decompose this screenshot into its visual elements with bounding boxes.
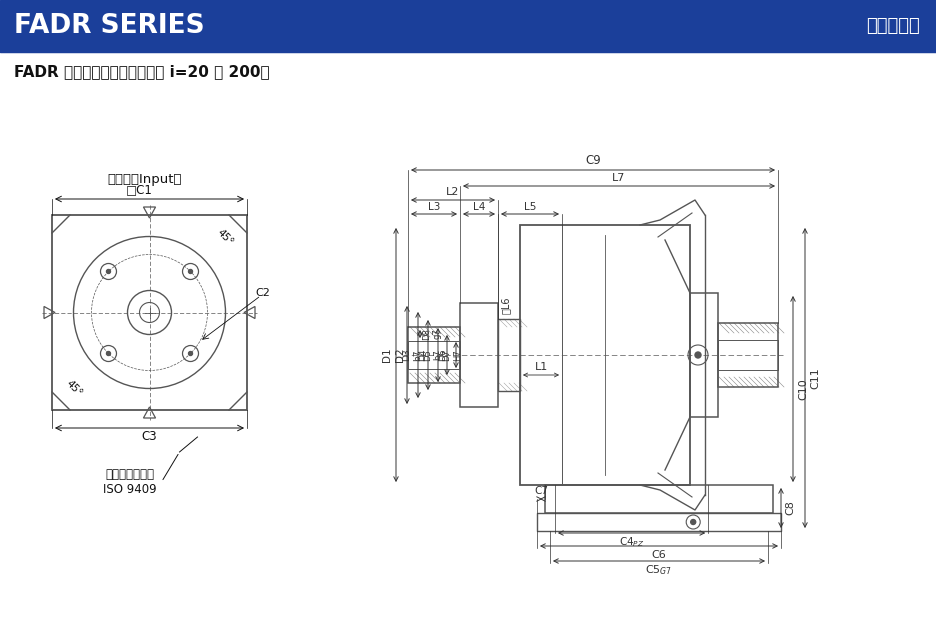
- Text: L7: L7: [612, 173, 625, 183]
- Bar: [408, 341, 460, 369]
- Text: L2: L2: [446, 187, 460, 197]
- Text: 深L6: 深L6: [501, 296, 511, 314]
- Text: L5: L5: [524, 202, 536, 212]
- Text: 45°: 45°: [215, 227, 235, 247]
- Text: □C1: □C1: [126, 183, 153, 196]
- Text: D8
g7: D8 g7: [422, 328, 442, 340]
- Circle shape: [107, 352, 110, 355]
- Bar: [0, 0, 936, 52]
- Text: L3: L3: [428, 202, 440, 212]
- Text: C2: C2: [255, 288, 270, 297]
- Text: C9: C9: [585, 154, 601, 167]
- Text: C11: C11: [810, 367, 820, 389]
- Bar: [718, 323, 778, 387]
- Text: L1: L1: [535, 362, 548, 372]
- Bar: [52, 215, 247, 410]
- Circle shape: [188, 270, 193, 273]
- Text: D7
H7: D7 H7: [443, 349, 461, 361]
- Text: D2: D2: [395, 348, 405, 362]
- Text: 45°: 45°: [64, 378, 84, 398]
- Circle shape: [695, 352, 701, 358]
- Bar: [545, 485, 773, 513]
- Text: D3
b7: D3 b7: [402, 349, 422, 362]
- Bar: [498, 319, 520, 391]
- Text: C4$_{PZ}$: C4$_{PZ}$: [619, 535, 644, 549]
- Text: C10: C10: [798, 378, 808, 400]
- Text: L4: L4: [473, 202, 485, 212]
- Circle shape: [691, 520, 695, 524]
- Text: D5
b7: D5 b7: [423, 349, 443, 361]
- Text: D1: D1: [382, 348, 392, 362]
- Text: D4: D4: [418, 349, 428, 361]
- Text: D6: D6: [438, 349, 447, 362]
- Bar: [718, 340, 778, 370]
- Text: C5$_{G7}$: C5$_{G7}$: [646, 563, 673, 577]
- Text: 输入端（Input）: 输入端（Input）: [108, 173, 182, 186]
- Bar: [537, 513, 781, 531]
- Text: ISO 9409: ISO 9409: [103, 483, 156, 496]
- Circle shape: [188, 352, 193, 355]
- Text: C6: C6: [651, 550, 666, 560]
- Text: FADR SERIES: FADR SERIES: [14, 13, 205, 39]
- Bar: [460, 303, 498, 407]
- Text: C7: C7: [534, 486, 548, 496]
- Text: FADR 系列尺寸（双节，减速比 i=20 ～ 200）: FADR 系列尺寸（双节，减速比 i=20 ～ 200）: [14, 65, 270, 80]
- Text: C8: C8: [785, 500, 795, 515]
- Bar: [408, 327, 460, 383]
- Text: C3: C3: [141, 431, 157, 444]
- Text: 行星减速机: 行星减速机: [866, 17, 920, 35]
- Bar: [520, 225, 690, 485]
- Bar: [690, 293, 718, 417]
- Circle shape: [107, 270, 110, 273]
- Text: 法兰面尺寸依照: 法兰面尺寸依照: [105, 468, 154, 481]
